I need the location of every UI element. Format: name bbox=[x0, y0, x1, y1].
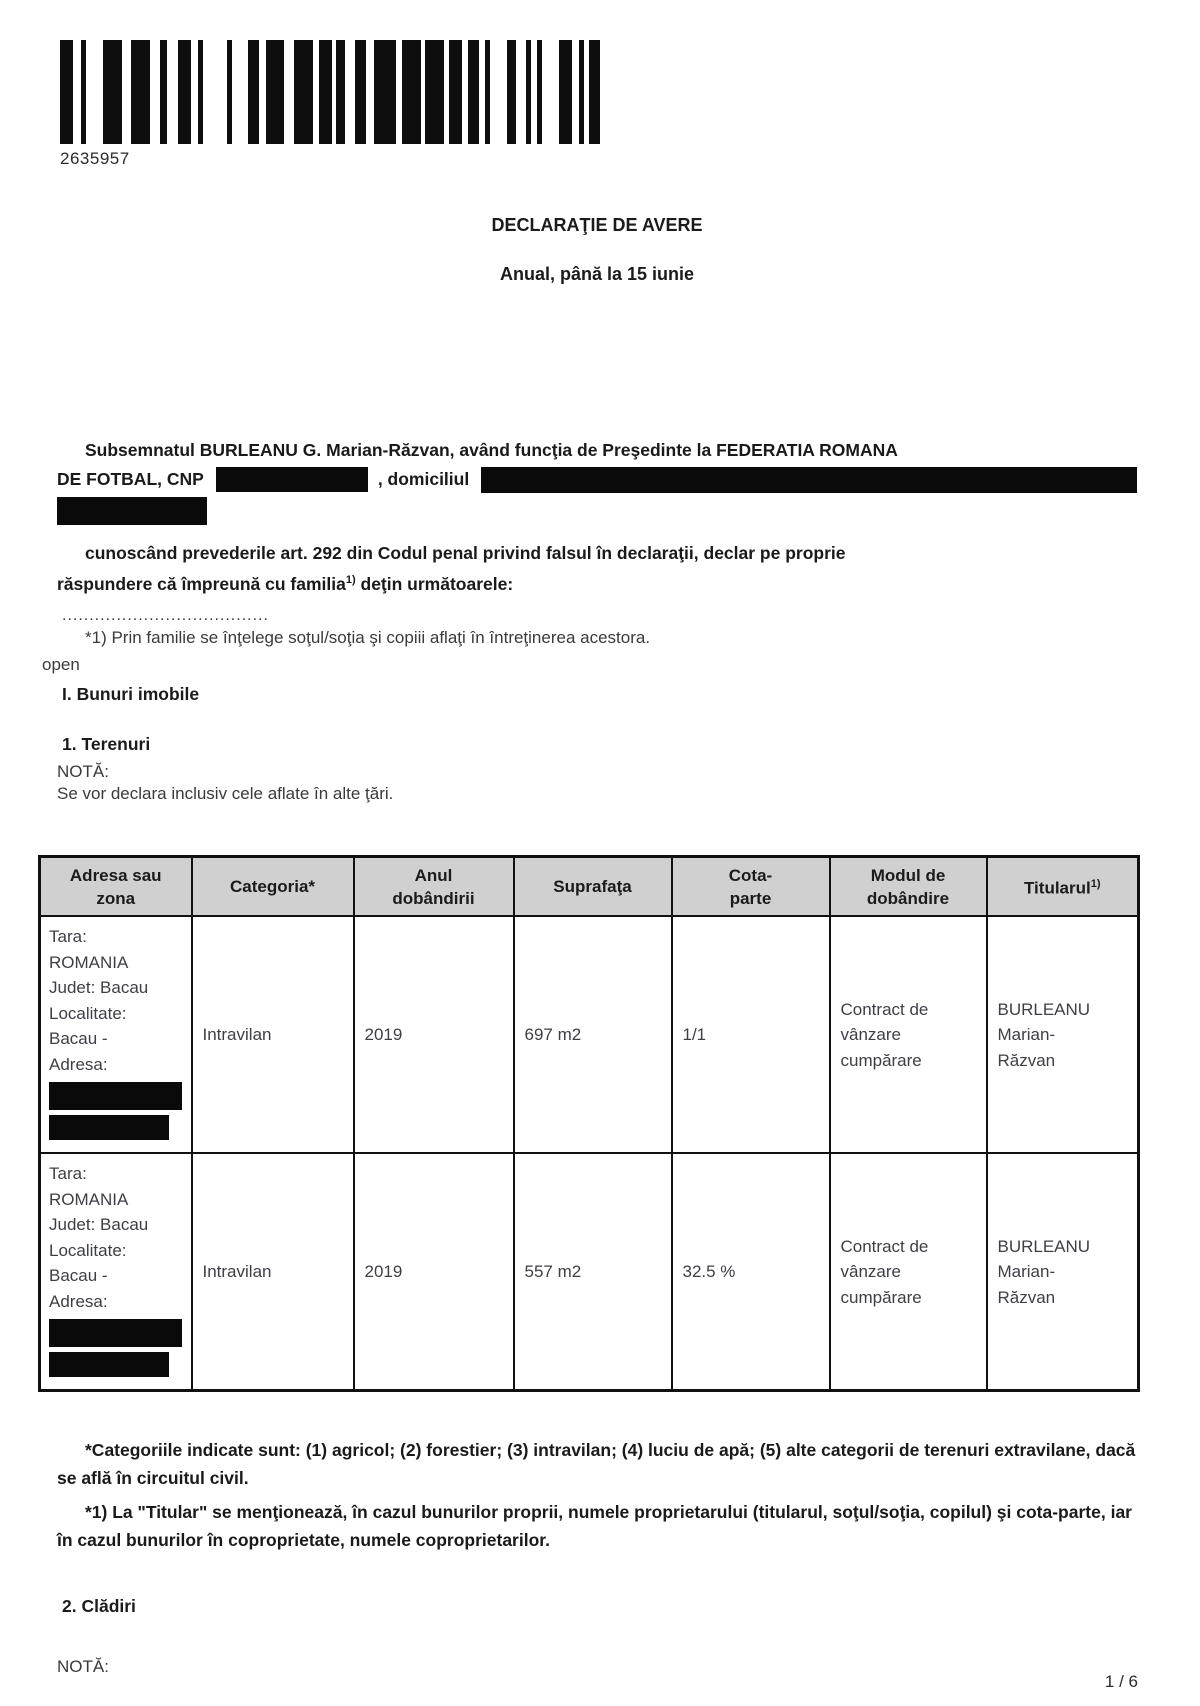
col-header-titularul-text: Titularul bbox=[1023, 878, 1091, 898]
cell-category: Intravilan bbox=[190, 915, 355, 1155]
cell-share: 32.5 % bbox=[670, 1152, 831, 1392]
page-number: 1 / 6 bbox=[1104, 1672, 1138, 1691]
cell-address: Tara: ROMANIA Judet: Bacau Localitate: B… bbox=[38, 915, 193, 1155]
col-header-titularul: Titularul1) bbox=[985, 855, 1140, 918]
nota-label-2: NOTĂ: bbox=[57, 1657, 109, 1677]
cell-area: 557 m2 bbox=[512, 1152, 673, 1392]
cell-share: 1/1 bbox=[670, 915, 831, 1155]
table-header-row: Adresa sau zona Categoria* Anul dobândir… bbox=[38, 855, 1140, 918]
oath-line-2-text-2: deţin următoarele: bbox=[355, 573, 514, 594]
table-row: Tara: ROMANIA Judet: Bacau Localitate: B… bbox=[38, 915, 1140, 1155]
document-subtitle: Anual, până la 15 iunie bbox=[499, 264, 695, 284]
col-header-suprafata: Suprafaţa bbox=[512, 855, 673, 918]
col-header-cota-parte: Cota- parte bbox=[670, 855, 831, 918]
cell-acquisition-mode: Contract de vânzare cumpărare bbox=[828, 1152, 988, 1392]
table-row: Tara: ROMANIA Judet: Bacau Localitate: B… bbox=[38, 1152, 1140, 1392]
barcode bbox=[60, 40, 600, 144]
cell-holder: BURLEANU Marian- Răzvan bbox=[985, 1152, 1140, 1392]
document-title: DECLARAŢIE DE AVERE bbox=[491, 215, 703, 235]
barcode-number: 2635957 bbox=[60, 149, 130, 168]
open-toggle[interactable]: open bbox=[42, 654, 80, 674]
declaration-line-2-text-2: , domiciliul bbox=[377, 469, 470, 489]
land-table-wrapper: Adresa sau zona Categoria* Anul dobândir… bbox=[38, 854, 1140, 1393]
redacted-address-box-2 bbox=[49, 1115, 169, 1141]
oath-line-2: răspundere că împreună cu familia1) deţi… bbox=[57, 567, 1137, 598]
family-definition-note: *1) Prin familie se înţelege soţul/soţia… bbox=[85, 627, 651, 647]
col-header-adresa: Adresa sau zona bbox=[38, 855, 193, 918]
nota-text: Se vor declara inclusiv cele aflate în a… bbox=[57, 783, 394, 803]
section-heading-cladiri: 2. Clădiri bbox=[62, 1596, 136, 1617]
section-heading-bunuri-imobile: I. Bunuri imobile bbox=[62, 683, 200, 704]
titularul-footnote-sup: 1) bbox=[1090, 878, 1101, 891]
cell-area: 697 m2 bbox=[512, 915, 673, 1155]
cell-category: Intravilan bbox=[190, 1152, 355, 1392]
declaration-paragraph: Subsemnatul BURLEANU G. Marian-Răzvan, a… bbox=[57, 437, 1137, 533]
cell-year: 2019 bbox=[352, 915, 515, 1155]
nota-label: NOTĂ: bbox=[57, 761, 109, 781]
cell-acquisition-mode: Contract de vânzare cumpărare bbox=[828, 915, 988, 1155]
cell-address-text: Tara: ROMANIA Judet: Bacau Localitate: B… bbox=[49, 1164, 149, 1311]
redacted-cnp-box bbox=[215, 467, 368, 492]
dotted-line: ...................................... bbox=[62, 606, 269, 624]
section-heading-terenuri: 1. Terenuri bbox=[62, 733, 151, 754]
declaration-line-1: Subsemnatul BURLEANU G. Marian-Răzvan, a… bbox=[85, 440, 898, 460]
declaration-line-2: DE FOTBAL, CNP , domiciliul bbox=[57, 466, 1137, 493]
redacted-address-box bbox=[49, 1082, 182, 1111]
redacted-address-box-2 bbox=[49, 1352, 169, 1378]
col-header-categoria: Categoria* bbox=[190, 855, 355, 918]
barcode-section: 2635957 bbox=[60, 0, 1137, 169]
cell-address-text: Tara: ROMANIA Judet: Bacau Localitate: B… bbox=[49, 927, 149, 1074]
oath-line-2-text: răspundere că împreună cu familia bbox=[57, 573, 346, 594]
footnote-categories: *Categoriile indicate sunt: (1) agricol;… bbox=[57, 1440, 1136, 1489]
declaration-line-2-text: DE FOTBAL, CNP bbox=[57, 469, 204, 489]
col-header-anul: Anul dobândirii bbox=[352, 855, 515, 918]
cell-year: 2019 bbox=[352, 1152, 515, 1392]
redacted-address-box bbox=[49, 1319, 182, 1348]
col-header-modul: Modul de dobândire bbox=[828, 855, 988, 918]
cell-address: Tara: ROMANIA Judet: Bacau Localitate: B… bbox=[38, 1152, 193, 1392]
cell-holder: BURLEANU Marian- Răzvan bbox=[985, 915, 1140, 1155]
oath-paragraph: cunoscând prevederile art. 292 din Codul… bbox=[57, 540, 1137, 598]
oath-line-1: cunoscând prevederile art. 292 din Codul… bbox=[85, 543, 846, 563]
land-table: Adresa sau zona Categoria* Anul dobândir… bbox=[38, 854, 1140, 1393]
redacted-domicile-box-2 bbox=[57, 497, 207, 525]
redacted-domicile-box bbox=[481, 466, 1137, 493]
footnote-ref-sup: 1) bbox=[345, 574, 356, 586]
footnote-titular: *1) La "Titular" se menţionează, în cazu… bbox=[57, 1502, 1132, 1551]
